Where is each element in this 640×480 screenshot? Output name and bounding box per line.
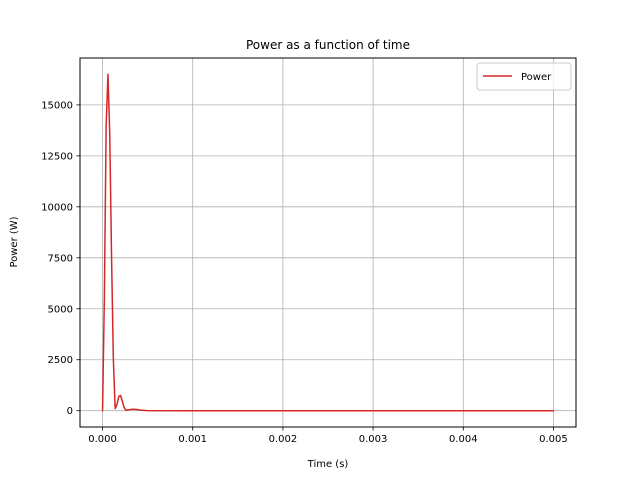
legend-box — [476, 62, 572, 91]
chart-title: Power as a function of time — [246, 38, 410, 52]
x-tick-label: 0.000 — [88, 434, 117, 445]
y-tick-label: 10000 — [41, 202, 73, 213]
x-tick-label: 0.003 — [359, 434, 388, 445]
series-layer — [101, 73, 555, 412]
x-axis-ticks: 0.000 0.001 0.002 0.003 0.004 0.005 — [88, 427, 568, 445]
y-tick-label: 2500 — [48, 355, 73, 366]
y-tick-label: 15000 — [41, 100, 73, 111]
plot-area-background — [80, 58, 576, 427]
series-line-power — [101, 73, 555, 412]
y-tick-label: 7500 — [48, 253, 73, 264]
y-axis-label: Power (W) — [9, 216, 20, 267]
x-axis-label: Time (s) — [307, 459, 349, 470]
y-axis-ticks: 0 2500 5000 7500 10000 12500 15000 — [41, 100, 80, 417]
y-tick-label: 5000 — [48, 304, 73, 315]
x-tick-label: 0.004 — [449, 434, 478, 445]
plot-frame — [79, 57, 577, 428]
y-tick-label: 12500 — [41, 151, 73, 162]
legend: Power — [476, 62, 572, 91]
grid — [80, 58, 576, 427]
y-tick-label: 0 — [67, 406, 73, 417]
x-tick-label: 0.002 — [269, 434, 298, 445]
legend-label-power: Power — [521, 72, 552, 83]
x-tick-label: 0.001 — [178, 434, 207, 445]
x-tick-label: 0.005 — [539, 434, 568, 445]
